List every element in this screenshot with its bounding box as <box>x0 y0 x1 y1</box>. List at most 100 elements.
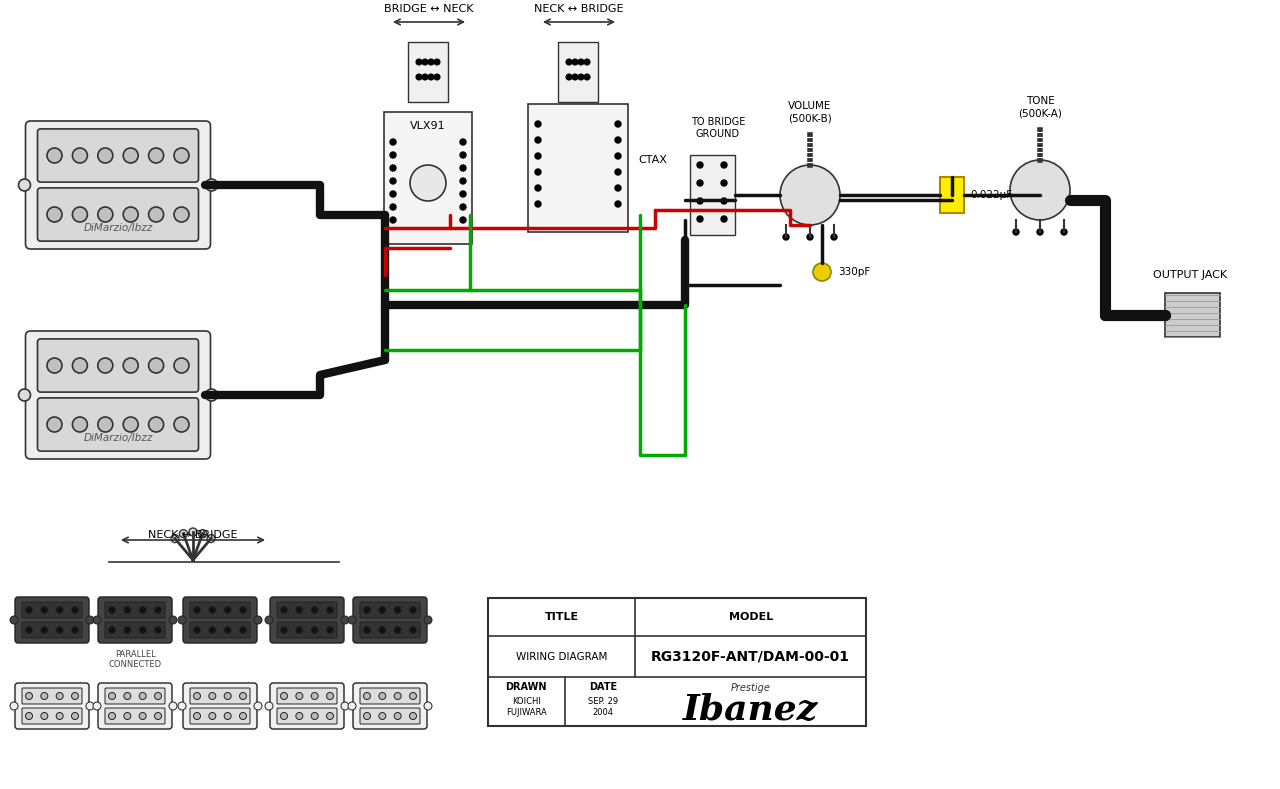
Circle shape <box>26 607 32 614</box>
Circle shape <box>174 207 189 222</box>
Circle shape <box>390 191 396 197</box>
Circle shape <box>93 702 101 710</box>
Circle shape <box>124 712 131 720</box>
Text: RG3120F-ANT/DAM-00-01: RG3120F-ANT/DAM-00-01 <box>652 650 850 664</box>
Circle shape <box>140 607 146 614</box>
Circle shape <box>41 626 47 634</box>
FancyBboxPatch shape <box>270 683 344 729</box>
Circle shape <box>72 712 78 720</box>
Bar <box>1165 293 1220 337</box>
Circle shape <box>296 626 303 634</box>
Circle shape <box>698 216 703 222</box>
Circle shape <box>296 693 303 700</box>
Circle shape <box>123 148 138 163</box>
Circle shape <box>41 693 47 700</box>
Circle shape <box>209 693 216 700</box>
Circle shape <box>698 180 703 186</box>
Circle shape <box>340 616 349 624</box>
Circle shape <box>566 74 572 80</box>
Circle shape <box>73 148 87 163</box>
Circle shape <box>390 178 396 184</box>
Circle shape <box>614 201 621 207</box>
Circle shape <box>614 121 621 127</box>
Circle shape <box>41 607 47 614</box>
Bar <box>488 598 867 726</box>
Circle shape <box>311 693 319 700</box>
Circle shape <box>97 417 113 432</box>
Circle shape <box>206 389 218 401</box>
FancyBboxPatch shape <box>270 597 344 643</box>
Circle shape <box>614 169 621 175</box>
Circle shape <box>326 607 334 614</box>
Text: DRAWN: DRAWN <box>506 682 547 693</box>
FancyBboxPatch shape <box>37 188 198 241</box>
Circle shape <box>56 607 63 614</box>
Bar <box>940 177 964 213</box>
Circle shape <box>721 162 727 168</box>
Circle shape <box>535 201 541 207</box>
FancyBboxPatch shape <box>105 622 165 638</box>
Circle shape <box>428 59 434 65</box>
FancyBboxPatch shape <box>189 602 250 618</box>
Circle shape <box>1061 229 1068 235</box>
Circle shape <box>123 417 138 432</box>
Circle shape <box>311 607 319 614</box>
FancyBboxPatch shape <box>37 339 198 392</box>
Circle shape <box>535 153 541 159</box>
FancyBboxPatch shape <box>183 597 257 643</box>
Circle shape <box>209 712 216 720</box>
FancyBboxPatch shape <box>22 708 82 724</box>
Circle shape <box>721 216 727 222</box>
Circle shape <box>26 693 32 700</box>
Circle shape <box>698 198 703 204</box>
FancyBboxPatch shape <box>15 683 90 729</box>
FancyBboxPatch shape <box>189 622 250 638</box>
Circle shape <box>209 607 216 614</box>
Circle shape <box>193 712 201 720</box>
Circle shape <box>422 59 428 65</box>
Circle shape <box>224 712 232 720</box>
Text: DiMarzio/Ibzz: DiMarzio/Ibzz <box>83 433 152 443</box>
Circle shape <box>73 417 87 432</box>
Circle shape <box>721 198 727 204</box>
Circle shape <box>123 207 138 222</box>
Text: SEP. 29
2004: SEP. 29 2004 <box>588 697 618 716</box>
Circle shape <box>296 607 303 614</box>
Circle shape <box>198 529 206 537</box>
Circle shape <box>806 234 813 240</box>
Circle shape <box>265 702 273 710</box>
Text: 330pF: 330pF <box>838 267 870 277</box>
Circle shape <box>394 712 401 720</box>
Circle shape <box>1037 229 1043 235</box>
Circle shape <box>47 207 61 222</box>
Circle shape <box>179 529 187 537</box>
Circle shape <box>364 607 370 614</box>
Circle shape <box>311 626 319 634</box>
Circle shape <box>424 616 433 624</box>
Circle shape <box>148 417 164 432</box>
Circle shape <box>340 702 349 710</box>
FancyBboxPatch shape <box>276 602 337 618</box>
Circle shape <box>348 702 356 710</box>
Circle shape <box>460 139 466 145</box>
Circle shape <box>348 616 356 624</box>
Text: WIRING DIAGRAM: WIRING DIAGRAM <box>516 652 608 662</box>
Circle shape <box>86 616 93 624</box>
FancyBboxPatch shape <box>183 683 257 729</box>
Circle shape <box>148 358 164 373</box>
Text: DATE: DATE <box>589 682 617 693</box>
FancyBboxPatch shape <box>360 708 420 724</box>
Text: TONE
(500K-A): TONE (500K-A) <box>1018 96 1062 118</box>
Circle shape <box>535 169 541 175</box>
Circle shape <box>206 179 218 191</box>
Text: 0.022μF: 0.022μF <box>970 190 1012 200</box>
Circle shape <box>140 626 146 634</box>
Circle shape <box>172 535 179 543</box>
Bar <box>558 42 598 102</box>
Circle shape <box>831 234 837 240</box>
Circle shape <box>178 702 186 710</box>
Circle shape <box>390 204 396 210</box>
FancyBboxPatch shape <box>360 602 420 618</box>
Circle shape <box>265 616 273 624</box>
Text: PARALLEL
CONNECTED: PARALLEL CONNECTED <box>109 650 161 669</box>
